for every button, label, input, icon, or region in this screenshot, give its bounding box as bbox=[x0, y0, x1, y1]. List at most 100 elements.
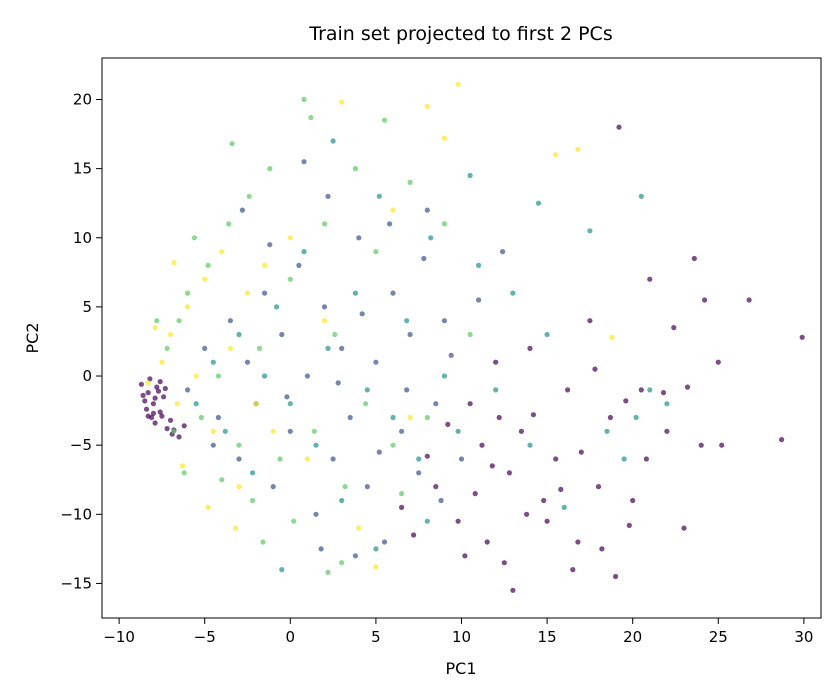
data-point bbox=[304, 456, 310, 462]
data-point bbox=[164, 345, 170, 351]
data-point bbox=[424, 518, 430, 524]
data-point bbox=[664, 401, 670, 407]
data-point bbox=[476, 297, 482, 303]
data-point bbox=[544, 331, 550, 338]
data-point bbox=[390, 207, 396, 213]
data-point bbox=[330, 456, 336, 462]
data-point bbox=[157, 379, 163, 385]
data-point bbox=[154, 318, 160, 324]
data-point bbox=[157, 409, 163, 415]
x-tick-label: 25 bbox=[709, 628, 728, 646]
data-point bbox=[143, 406, 150, 412]
data-point bbox=[325, 569, 331, 576]
data-point bbox=[210, 428, 216, 434]
data-point bbox=[527, 345, 533, 351]
data-point bbox=[421, 255, 427, 262]
data-point bbox=[356, 235, 362, 241]
data-point bbox=[215, 373, 221, 379]
data-point bbox=[205, 262, 211, 268]
data-point bbox=[227, 345, 233, 351]
data-point bbox=[356, 525, 362, 531]
data-point bbox=[152, 325, 158, 331]
data-point bbox=[647, 276, 653, 282]
data-point bbox=[510, 587, 516, 593]
data-point bbox=[277, 456, 283, 462]
points-layer bbox=[138, 81, 805, 593]
x-tick-label: 20 bbox=[623, 628, 642, 646]
data-point bbox=[301, 96, 307, 103]
data-point bbox=[202, 276, 208, 282]
data-point bbox=[698, 442, 704, 448]
data-point bbox=[664, 428, 670, 434]
data-point bbox=[287, 235, 293, 241]
data-point bbox=[185, 304, 191, 310]
data-point bbox=[185, 387, 191, 393]
data-point bbox=[433, 401, 439, 407]
data-point bbox=[638, 193, 644, 199]
data-point bbox=[407, 179, 413, 185]
data-point bbox=[301, 159, 307, 165]
data-point bbox=[363, 401, 369, 407]
data-point bbox=[138, 381, 144, 387]
data-point bbox=[476, 262, 482, 268]
data-point bbox=[198, 414, 204, 421]
data-point bbox=[205, 504, 211, 510]
data-point bbox=[621, 456, 627, 462]
data-point bbox=[270, 428, 276, 434]
data-point bbox=[524, 511, 530, 517]
y-tick-label: 0 bbox=[82, 367, 92, 385]
data-point bbox=[527, 442, 533, 448]
data-point bbox=[270, 484, 276, 490]
data-point bbox=[279, 331, 285, 338]
data-point bbox=[164, 426, 170, 432]
data-point bbox=[325, 345, 331, 351]
data-point bbox=[321, 304, 328, 310]
data-point bbox=[250, 497, 256, 504]
data-point bbox=[607, 414, 614, 421]
data-point bbox=[226, 221, 232, 227]
data-point bbox=[715, 359, 721, 365]
data-point bbox=[239, 207, 245, 213]
data-point bbox=[284, 394, 290, 400]
data-point bbox=[407, 414, 413, 421]
data-point bbox=[279, 567, 285, 573]
data-point bbox=[339, 560, 345, 566]
data-point bbox=[455, 81, 461, 87]
data-point bbox=[287, 401, 293, 407]
y-tick-label: −10 bbox=[60, 505, 92, 523]
data-point bbox=[428, 235, 434, 241]
data-point bbox=[155, 388, 162, 394]
y-tick-label: 15 bbox=[73, 160, 92, 178]
data-point bbox=[335, 380, 341, 386]
data-point bbox=[210, 442, 216, 448]
data-point bbox=[291, 518, 297, 524]
plot-frame bbox=[101, 57, 822, 619]
data-point bbox=[399, 491, 405, 497]
data-point bbox=[181, 470, 187, 476]
data-point bbox=[342, 484, 348, 490]
chart-title: Train set projected to first 2 PCs bbox=[308, 23, 612, 45]
data-point bbox=[321, 318, 328, 324]
data-point bbox=[592, 366, 598, 372]
data-point bbox=[638, 387, 644, 393]
data-point bbox=[558, 486, 564, 492]
data-point bbox=[176, 318, 182, 324]
data-point bbox=[578, 449, 584, 455]
data-point bbox=[262, 373, 268, 379]
x-axis-label: PC1 bbox=[446, 659, 477, 678]
data-point bbox=[458, 456, 465, 462]
data-point bbox=[244, 290, 251, 296]
data-point bbox=[604, 428, 610, 434]
data-point bbox=[267, 242, 273, 248]
data-point bbox=[352, 553, 358, 559]
data-point bbox=[623, 398, 629, 404]
data-point bbox=[150, 410, 156, 416]
data-point bbox=[219, 477, 225, 483]
data-point bbox=[424, 103, 430, 109]
data-point bbox=[616, 124, 622, 130]
data-point bbox=[530, 412, 537, 418]
data-point bbox=[496, 414, 502, 421]
data-point bbox=[308, 114, 314, 121]
data-point bbox=[561, 504, 567, 510]
data-point bbox=[193, 401, 199, 407]
